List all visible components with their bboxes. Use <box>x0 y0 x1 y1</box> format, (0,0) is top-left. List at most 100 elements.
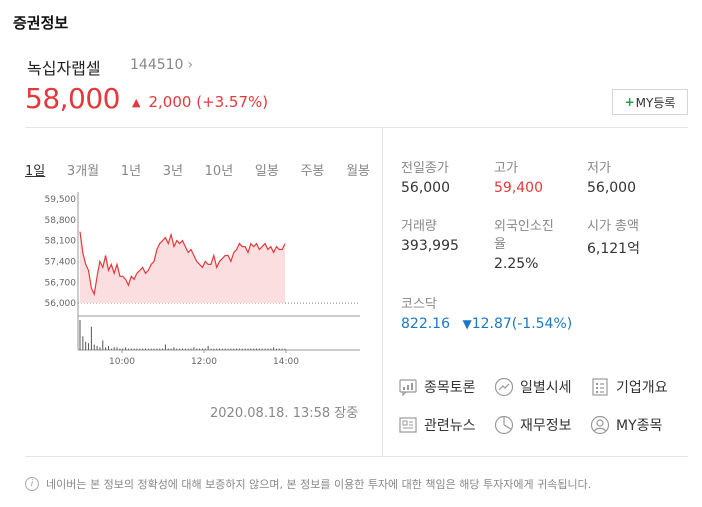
tab-10year[interactable]: 10년 <box>204 164 234 179</box>
volume-bar <box>187 348 189 350</box>
volume-bar <box>241 348 243 350</box>
y-tick-label: 58,100 <box>45 237 77 247</box>
high-block: 고가 59,400 <box>494 160 543 196</box>
link-company-overview[interactable]: 기업개요 <box>590 377 668 397</box>
volume-bar <box>273 347 275 350</box>
volume-bar <box>105 347 107 350</box>
mcap-value: 6,121억 <box>587 241 640 257</box>
volume-bar <box>184 348 186 350</box>
volume-bar <box>264 348 266 350</box>
y-tick-label: 56,700 <box>45 278 77 288</box>
volume-bar <box>275 348 277 350</box>
volume-bar <box>250 348 252 350</box>
chevron-right-icon: › <box>187 57 194 73</box>
price-chart[interactable]: 59,500 58,800 58,100 57,400 56,700 56,000 10:0… <box>30 192 362 372</box>
prev-close-block: 전일종가 56,000 <box>401 160 450 196</box>
tab-daily[interactable]: 일봉 <box>254 164 279 179</box>
x-tick-label: 14:00 <box>273 357 299 367</box>
x-tick-label: 10:00 <box>109 357 135 367</box>
link-my-stocks[interactable]: MY종목 <box>590 415 662 435</box>
volume-bar <box>147 348 149 350</box>
volume-bar <box>159 348 161 350</box>
volume-bar <box>173 347 175 350</box>
volume-bar <box>130 348 132 350</box>
volume-bar <box>224 348 226 350</box>
tab-monthly[interactable]: 월봉 <box>346 164 370 179</box>
volume-bar <box>219 348 221 350</box>
my-register-label: MY등록 <box>635 95 676 110</box>
volume-bar <box>213 348 215 350</box>
tab-1day[interactable]: 1일 <box>25 164 46 179</box>
pie-chart-icon <box>494 415 514 435</box>
volume-bar <box>164 344 166 350</box>
volume-bar <box>196 348 198 350</box>
volume-bar <box>210 348 212 350</box>
link-daily-price[interactable]: 일별시세 <box>494 377 572 397</box>
volume-bar <box>193 347 195 350</box>
volume-bar <box>244 348 246 350</box>
link-stock-discussion[interactable]: 종목토론 <box>398 377 476 397</box>
user-circle-icon <box>590 415 610 435</box>
disclaimer-text: 네이버는 본 정보의 정확성에 대해 보증하지 않으며, 본 정보를 이용한 투… <box>46 478 592 491</box>
foreign-block: 외국인소진 율 2.25% <box>494 218 554 272</box>
disclaimer: i 네이버는 본 정보의 정확성에 대해 보증하지 않으며, 본 정보를 이용한… <box>25 476 591 492</box>
volume-bar <box>238 348 240 350</box>
volume-bar <box>204 348 206 350</box>
volume-bar <box>136 348 138 350</box>
volume-bar <box>110 348 112 350</box>
volume-bar <box>190 348 192 350</box>
trend-circle-icon <box>494 377 514 397</box>
tab-3month[interactable]: 3개월 <box>66 164 100 179</box>
tab-weekly[interactable]: 주봉 <box>300 164 325 179</box>
volume-bar <box>201 348 203 350</box>
volume-bar <box>139 348 141 350</box>
volume-bar <box>247 348 249 350</box>
change-value: 2,000 <box>148 93 192 111</box>
list-doc-icon <box>592 378 608 396</box>
my-register-button[interactable]: + MY등록 <box>612 89 688 115</box>
volume-bar <box>207 345 209 350</box>
high-label: 고가 <box>494 161 518 176</box>
volume-bar <box>153 348 155 350</box>
tab-3year[interactable]: 3년 <box>162 164 183 179</box>
stock-code-link[interactable]: 144510 › <box>130 57 193 73</box>
volume-bar <box>142 348 144 350</box>
link-related-news[interactable]: 관련뉴스 <box>398 415 476 435</box>
volume-bar <box>261 348 263 350</box>
link-label: 관련뉴스 <box>424 418 476 434</box>
prev-close-value: 56,000 <box>401 180 450 196</box>
volume-bar <box>102 340 104 350</box>
volume-bar <box>113 347 115 350</box>
low-value: 56,000 <box>587 180 636 196</box>
volume-bar <box>179 348 181 350</box>
volume-bar <box>162 348 164 350</box>
up-arrow-icon: ▲ <box>132 96 141 109</box>
volume-bar <box>82 336 84 350</box>
y-tick-label: 57,400 <box>45 257 77 267</box>
volume-bar <box>258 348 260 350</box>
volume-bar <box>233 348 235 350</box>
volume-bar <box>96 345 98 350</box>
link-label: MY종목 <box>616 418 663 434</box>
foreign-label-line2: 율 <box>494 237 506 252</box>
divider <box>25 456 688 457</box>
low-block: 저가 56,000 <box>587 160 636 196</box>
foreign-value: 2.25% <box>494 256 539 272</box>
volume-block: 거래량 393,995 <box>401 218 459 254</box>
info-icon: i <box>25 477 39 491</box>
tab-1year[interactable]: 1년 <box>120 164 142 179</box>
link-financial-info[interactable]: 재무정보 <box>494 415 572 435</box>
change-percent: (+3.57%) <box>196 93 269 111</box>
volume-bar <box>230 348 232 350</box>
x-tick-label: 12:00 <box>191 357 217 367</box>
volume-bar <box>253 348 255 350</box>
volume-bar <box>267 348 269 350</box>
prev-close-label: 전일종가 <box>401 161 449 176</box>
stock-name[interactable]: 녹십자랩셀 <box>27 59 101 78</box>
y-tick-label: 59,500 <box>45 195 77 205</box>
low-label: 저가 <box>587 161 611 176</box>
volume-bar <box>236 348 238 350</box>
price-change: ▲ 2,000 (+3.57%) <box>132 93 268 111</box>
y-tick-label: 56,000 <box>45 299 77 309</box>
index-label[interactable]: 코스닥 <box>401 297 437 312</box>
